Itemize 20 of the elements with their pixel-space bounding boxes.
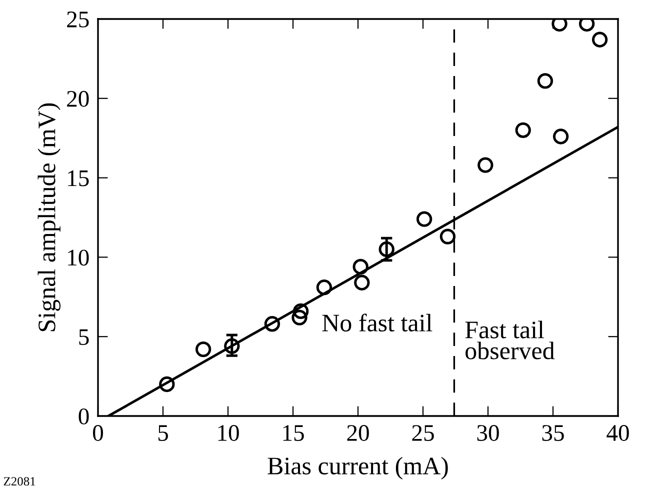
x-tick-label: 10	[218, 425, 239, 441]
y-tick-label: 0	[78, 408, 89, 424]
x-tick-label: 0	[92, 425, 104, 441]
x-tick-label: 5	[158, 425, 168, 441]
x-tick-label: 20	[347, 425, 369, 441]
x-tick-label: 30	[477, 425, 499, 441]
annotation: No fast tail	[322, 314, 432, 332]
text: Z2081	[4, 477, 36, 486]
y-tick-label: 10	[68, 250, 89, 266]
y-tick-label: 5	[79, 329, 89, 346]
annotation: Fast tail observed	[465, 320, 555, 360]
x-tick-label: 35	[542, 425, 564, 441]
y-tick-label: 15	[68, 170, 89, 186]
y-axis-title: Signal amplitude (mV)	[38, 103, 60, 332]
x-axis-title: Bias current (mA)	[268, 456, 448, 480]
x-tick-label: 15	[283, 425, 304, 441]
x-tick-label: 40	[606, 425, 629, 441]
y-tick-label: 25	[67, 12, 89, 28]
y-tick-label: 20	[67, 90, 89, 107]
x-tick-label: 25	[412, 425, 434, 441]
